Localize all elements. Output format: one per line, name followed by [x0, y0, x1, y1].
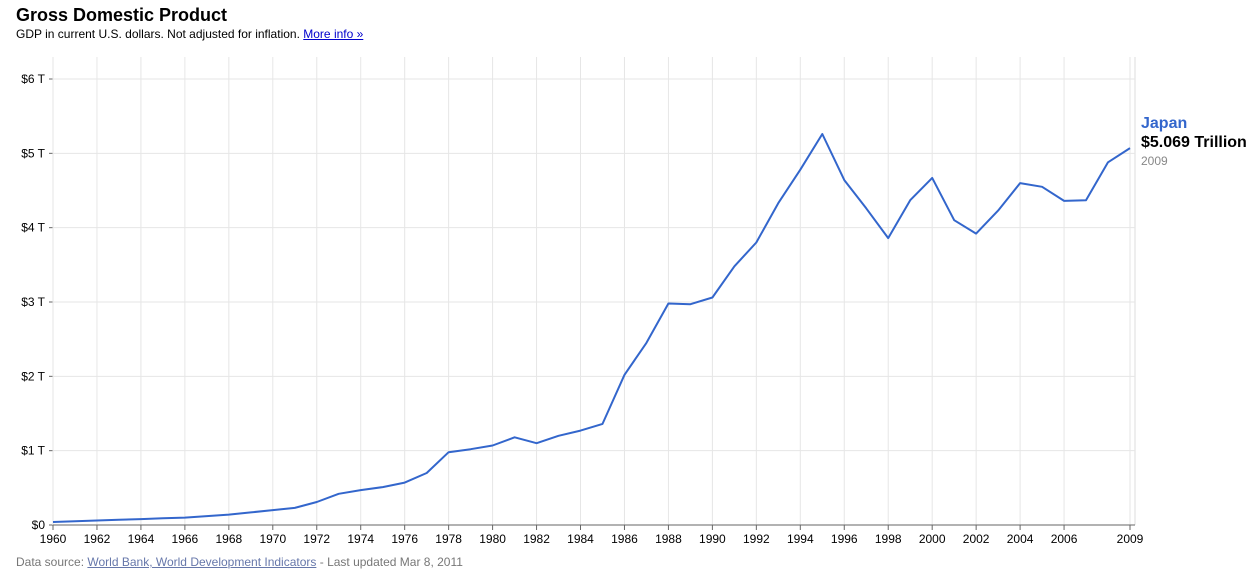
data-point[interactable] [1017, 180, 1023, 186]
data-point[interactable] [138, 516, 144, 522]
data-point[interactable] [753, 240, 759, 246]
data-point[interactable] [248, 509, 254, 515]
data-point[interactable] [643, 340, 649, 346]
x-tick-label: 1976 [391, 532, 418, 546]
data-point[interactable] [50, 519, 56, 525]
data-point[interactable] [599, 421, 605, 427]
x-tick-label: 1996 [831, 532, 858, 546]
data-point[interactable] [446, 449, 452, 455]
x-tick-label: 1992 [743, 532, 770, 546]
data-point[interactable] [731, 263, 737, 269]
focus-country-label[interactable]: Japan [1141, 115, 1188, 132]
x-tick-label: 2002 [963, 532, 990, 546]
data-point[interactable] [160, 515, 166, 521]
focus-year-label: 2009 [1141, 154, 1168, 168]
data-point[interactable] [929, 175, 935, 181]
focus-value-label: $5.069 Trillion [1141, 134, 1247, 151]
data-point[interactable] [665, 300, 671, 306]
y-tick-label: $5 T [21, 146, 45, 160]
data-point[interactable] [116, 517, 122, 523]
data-point[interactable] [94, 518, 100, 524]
y-tick-label: $3 T [21, 295, 45, 309]
data-point[interactable] [1061, 198, 1067, 204]
data-point[interactable] [314, 499, 320, 505]
data-point[interactable] [424, 470, 430, 476]
data-point[interactable] [226, 512, 232, 518]
data-point[interactable] [1083, 197, 1089, 203]
data-point[interactable] [72, 518, 78, 524]
data-point[interactable] [1105, 159, 1111, 165]
data-point[interactable] [292, 505, 298, 511]
x-tick-label: 2006 [1051, 532, 1078, 546]
data-point[interactable] [336, 491, 342, 497]
data-point[interactable] [709, 295, 715, 301]
y-tick-label: $2 T [21, 369, 45, 383]
data-point[interactable] [468, 446, 474, 452]
x-tick-label: 1994 [787, 532, 814, 546]
data-point[interactable] [819, 131, 825, 137]
y-tick-label: $1 T [21, 444, 45, 458]
x-tick-label: 1962 [84, 532, 111, 546]
data-point[interactable] [534, 440, 540, 446]
data-point[interactable] [863, 205, 869, 211]
chart-subtitle: GDP in current U.S. dollars. Not adjuste… [16, 27, 363, 41]
x-tick-label: 1972 [303, 532, 330, 546]
x-tick-label: 1998 [875, 532, 902, 546]
x-tick-label: 1960 [40, 532, 67, 546]
data-point[interactable] [687, 301, 693, 307]
data-source-link[interactable]: World Bank, World Development Indicators [87, 555, 317, 569]
x-tick-label: 2009 [1117, 532, 1144, 546]
data-point[interactable] [270, 507, 276, 513]
x-tick-label: 1982 [523, 532, 550, 546]
data-point[interactable] [995, 208, 1001, 214]
x-tick-label: 2000 [919, 532, 946, 546]
data-point[interactable] [621, 372, 627, 378]
x-tick-label: 1988 [655, 532, 682, 546]
x-tick-label: 2004 [1007, 532, 1034, 546]
x-tick-label: 1966 [172, 532, 199, 546]
x-tick-label: 1964 [128, 532, 155, 546]
data-point[interactable] [885, 235, 891, 241]
footer-suffix: - Last updated Mar 8, 2011 [319, 555, 463, 569]
data-point[interactable] [556, 433, 562, 439]
data-point[interactable] [973, 231, 979, 237]
x-tick-label: 1990 [699, 532, 726, 546]
data-point[interactable] [182, 515, 188, 521]
data-point[interactable] [490, 442, 496, 448]
data-point[interactable] [951, 217, 957, 223]
series-line-japan[interactable] [52, 133, 1131, 523]
chart-title: Gross Domestic Product [16, 5, 228, 25]
data-point[interactable] [1039, 184, 1045, 190]
x-tick-label: 1978 [435, 532, 462, 546]
data-point[interactable] [578, 428, 584, 434]
y-tick-label: $0 [32, 518, 46, 532]
x-tick-label: 1986 [611, 532, 638, 546]
data-point[interactable] [358, 487, 364, 493]
x-tick-label: 1970 [259, 532, 286, 546]
data-point[interactable] [512, 434, 518, 440]
x-tick-label: 1974 [347, 532, 374, 546]
data-point[interactable] [1127, 145, 1133, 151]
more-info-link[interactable]: More info » [303, 27, 364, 41]
data-point[interactable] [907, 197, 913, 203]
y-tick-label: $4 T [21, 221, 45, 235]
data-point[interactable] [775, 200, 781, 206]
x-tick-label: 1968 [215, 532, 242, 546]
data-point[interactable] [204, 513, 210, 519]
x-tick-label: 1980 [479, 532, 506, 546]
data-point[interactable] [402, 480, 408, 486]
y-tick-label: $6 T [21, 72, 45, 86]
data-point[interactable] [841, 177, 847, 183]
subtitle-text: GDP in current U.S. dollars. Not adjuste… [16, 27, 300, 41]
x-tick-label: 1984 [567, 532, 594, 546]
data-source-footer: Data source: World Bank, World Developme… [16, 555, 463, 569]
data-point[interactable] [797, 167, 803, 173]
data-point[interactable] [380, 484, 386, 490]
footer-prefix: Data source: [16, 555, 85, 569]
